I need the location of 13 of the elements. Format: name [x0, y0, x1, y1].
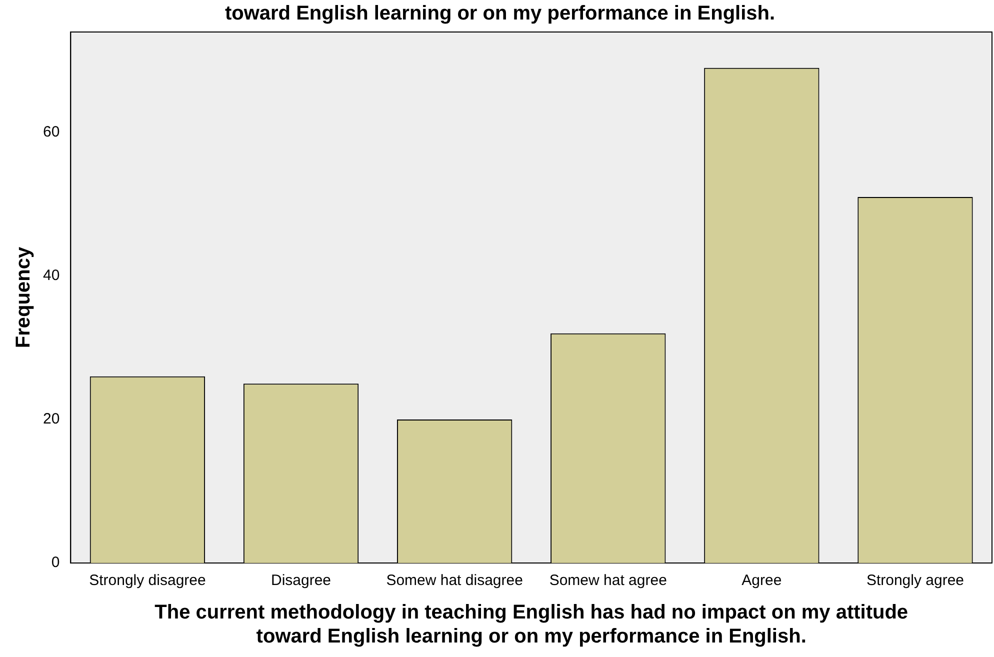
y-tick-label: 60 — [42, 124, 60, 141]
x-tick-label: Somew hat disagree — [386, 572, 523, 590]
x-axis-title: The current methodology in teaching English has had no impact on my attitude toward English learning or on my performance in English. — [154, 602, 908, 648]
x-tick-label: Somew hat agree — [549, 572, 667, 590]
y-tick-label: 20 — [42, 410, 60, 428]
y-axis-title: Frequency — [12, 246, 35, 348]
x-tick-label: Strongly agree — [866, 572, 964, 590]
x-tick-label: Agree — [742, 572, 782, 590]
x-tick-label: Disagree — [271, 572, 332, 590]
y-tick-label: 0 — [51, 554, 60, 572]
y-tick-label: 40 — [42, 267, 60, 284]
chart-title: toward English learning or on my performance in English. — [224, 2, 776, 25]
x-tick-label: Strongly disagree — [89, 572, 206, 590]
